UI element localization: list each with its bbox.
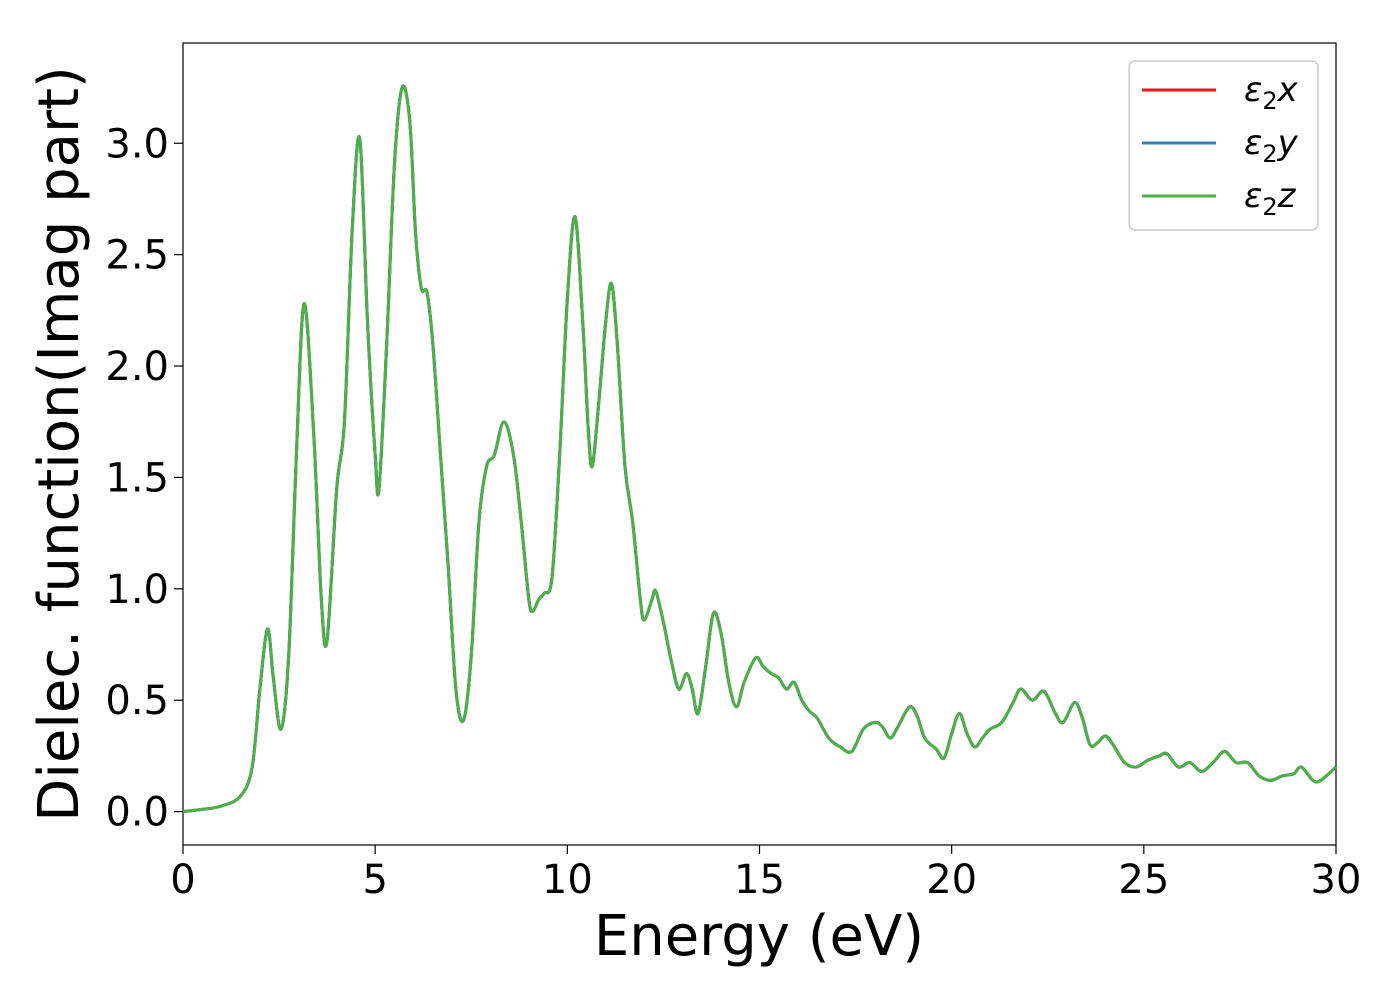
y-tick-label: 1.0 — [105, 567, 169, 613]
y-tick-label: 0.0 — [105, 790, 169, 836]
legend-label-z: ε2z — [1244, 176, 1297, 221]
legend-label-base: ε — [1244, 70, 1262, 110]
x-tick-label: 5 — [362, 857, 387, 903]
y-tick-label: 2.5 — [105, 233, 169, 279]
legend-label-subscript: 2 — [1262, 193, 1277, 221]
y-tick-label: 3.0 — [105, 121, 169, 167]
x-axis-label: Energy (eV) — [594, 904, 924, 969]
x-tick-label: 30 — [1311, 857, 1362, 903]
x-tick-label: 25 — [1118, 857, 1169, 903]
x-axis-ticks: 0 5 10 15 20 25 30 — [170, 845, 1361, 903]
legend-label-base: ε — [1244, 123, 1262, 163]
legend-label-y: ε2y — [1244, 123, 1299, 168]
y-axis-ticks: 0.0 0.5 1.0 1.5 2.0 2.5 3.0 — [105, 121, 183, 836]
legend-label-axis: x — [1277, 70, 1299, 110]
series-layer — [182, 84, 1338, 814]
legend-label-base: ε — [1244, 176, 1262, 216]
x-tick-label: 10 — [542, 857, 593, 903]
legend-label-subscript: 2 — [1262, 87, 1277, 115]
y-tick-label: 1.5 — [105, 455, 169, 501]
y-axis-label: Dielec. function(Imag part) — [27, 66, 92, 822]
x-tick-label: 0 — [170, 857, 195, 903]
x-tick-label: 20 — [926, 857, 977, 903]
legend-label-axis: z — [1277, 176, 1297, 216]
y-tick-label: 0.5 — [105, 678, 169, 724]
x-tick-label: 15 — [734, 857, 785, 903]
series-line-z — [182, 84, 1338, 814]
legend-label-x: ε2x — [1244, 70, 1299, 115]
legend-label-subscript: 2 — [1262, 140, 1277, 168]
legend-box — [1128, 60, 1319, 231]
y-tick-label: 2.0 — [105, 344, 169, 390]
legend-label-axis: y — [1277, 123, 1299, 163]
